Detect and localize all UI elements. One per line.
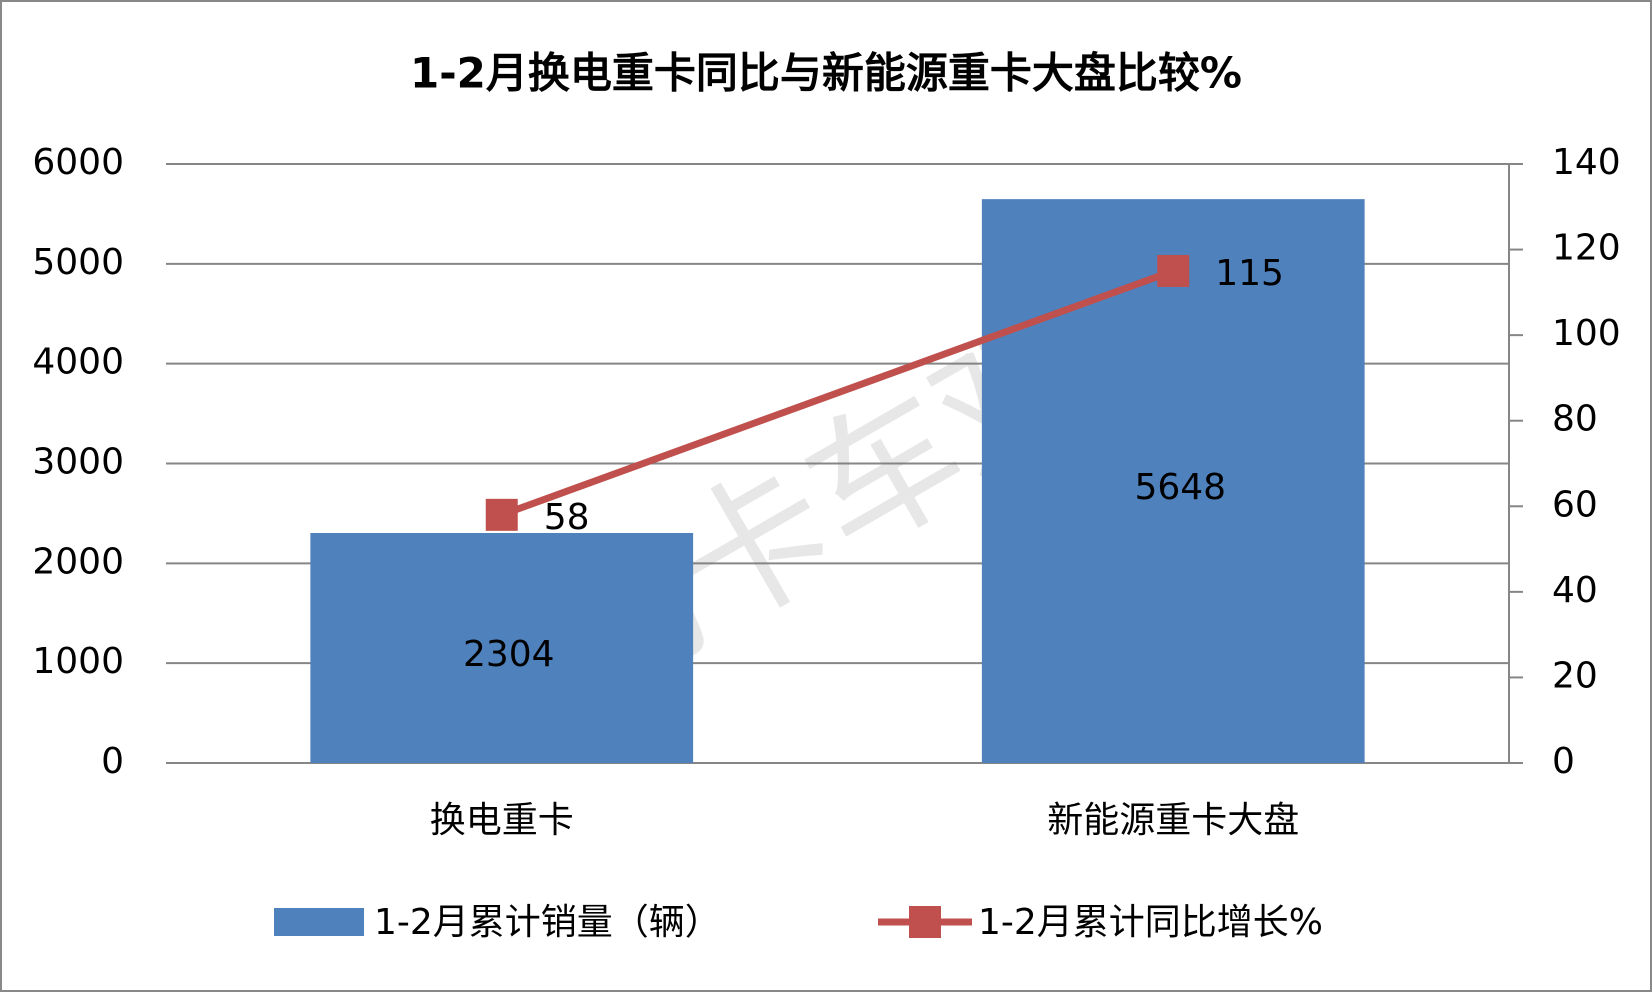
y2-tick-label: 0 (1552, 741, 1575, 782)
legend-swatch (909, 906, 941, 938)
data-label: 58 (544, 497, 590, 538)
legend-label: 1-2月累计同比增长% (978, 902, 1323, 943)
data-label: 2304 (463, 634, 555, 675)
y-tick-label: 2000 (32, 541, 124, 582)
bar (981, 199, 1365, 763)
y2-tick-label: 140 (1552, 142, 1621, 183)
y2-tick-label: 60 (1552, 484, 1598, 525)
y2-tick-label: 80 (1552, 399, 1598, 440)
legend-swatch (274, 908, 364, 936)
data-label: 5648 (1134, 467, 1226, 508)
bar (310, 532, 694, 763)
y-tick-label: 3000 (32, 442, 124, 483)
y-tick-label: 5000 (32, 242, 124, 283)
data-label: 115 (1215, 253, 1284, 294)
y-tick-label: 6000 (32, 142, 124, 183)
y2-tick-label: 100 (1552, 313, 1621, 354)
x-tick-label: 新能源重卡大盘 (1047, 800, 1299, 841)
y2-tick-label: 120 (1552, 228, 1621, 269)
y2-tick-label: 20 (1552, 655, 1598, 696)
y-tick-label: 1000 (32, 641, 124, 682)
x-tick-label: 换电重卡 (430, 800, 574, 841)
marker (1157, 254, 1190, 287)
y2-tick-label: 40 (1552, 570, 1598, 611)
y-tick-label: 4000 (32, 342, 124, 383)
marker (485, 498, 518, 531)
legend-label: 1-2月累计销量（辆） (374, 902, 721, 943)
line (500, 267, 1175, 519)
chart-title: 1-2月换电重卡同比与新能源重卡大盘比较% (410, 49, 1242, 98)
y-tick-label: 0 (101, 741, 124, 782)
